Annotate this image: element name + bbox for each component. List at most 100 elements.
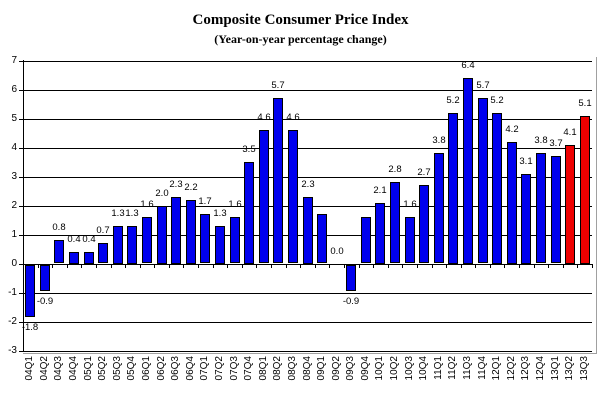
x-axis-tick bbox=[52, 264, 53, 268]
bar-value-label: 3.8 bbox=[432, 135, 446, 146]
bar-value-label: 1.6 bbox=[403, 199, 417, 210]
x-tick-label: 07Q1 bbox=[199, 356, 210, 381]
bar bbox=[492, 113, 502, 264]
x-tick-label: 08Q2 bbox=[272, 356, 283, 381]
y-tick-label: 4 bbox=[11, 142, 17, 153]
x-axis-tick bbox=[592, 264, 593, 268]
x-tick-label: 07Q2 bbox=[214, 356, 225, 381]
bar-value-label: 0.0 bbox=[330, 246, 344, 257]
x-axis-tick bbox=[577, 264, 578, 268]
bar bbox=[580, 116, 590, 264]
bar bbox=[244, 162, 254, 264]
bar bbox=[478, 98, 488, 263]
bar bbox=[521, 174, 531, 264]
bar-value-label: 5.2 bbox=[490, 95, 504, 106]
bar-value-label: 3.8 bbox=[534, 135, 548, 146]
bar-value-label: -1.8 bbox=[21, 322, 39, 333]
x-tick-label: 13Q2 bbox=[564, 356, 575, 381]
bar bbox=[419, 185, 429, 263]
bar-value-label: 0.7 bbox=[96, 225, 110, 236]
x-tick-label: 10Q4 bbox=[418, 356, 429, 381]
x-axis-tick bbox=[111, 264, 112, 268]
bar-value-label: 5.2 bbox=[446, 95, 460, 106]
x-axis-tick bbox=[417, 264, 418, 268]
bar-value-label: 2.3 bbox=[301, 179, 315, 190]
bar bbox=[69, 252, 79, 264]
x-axis-tick bbox=[490, 264, 491, 268]
bar bbox=[113, 226, 123, 264]
bar bbox=[215, 226, 225, 264]
x-axis-tick bbox=[125, 264, 126, 268]
y-axis-tick bbox=[19, 293, 23, 294]
bar bbox=[317, 214, 327, 263]
bar bbox=[54, 240, 64, 263]
x-axis-tick bbox=[563, 264, 564, 268]
bar bbox=[230, 217, 240, 263]
bar-value-label: 1.3 bbox=[125, 208, 139, 219]
x-tick-label: 07Q3 bbox=[229, 356, 240, 381]
x-axis-tick bbox=[23, 264, 24, 268]
bar-value-label: 5.1 bbox=[578, 98, 592, 109]
y-tick-label: 3 bbox=[11, 171, 17, 182]
x-tick-label: 11Q1 bbox=[433, 356, 444, 380]
bar bbox=[536, 153, 546, 263]
bar bbox=[186, 200, 196, 264]
x-tick-label: 12Q1 bbox=[491, 356, 502, 381]
x-axis-tick bbox=[373, 264, 374, 268]
bar bbox=[361, 217, 371, 263]
bar-value-label: -0.9 bbox=[36, 296, 54, 307]
bar-value-label: 2.8 bbox=[388, 164, 402, 175]
bar-value-label: 6.4 bbox=[461, 60, 475, 71]
x-tick-label: 11Q2 bbox=[447, 356, 458, 380]
gridline bbox=[23, 61, 592, 62]
gridline bbox=[23, 177, 592, 178]
x-tick-label: 06Q4 bbox=[185, 356, 196, 381]
x-axis-tick bbox=[300, 264, 301, 268]
bar-value-label: 4.2 bbox=[505, 124, 519, 135]
gridline bbox=[23, 119, 592, 120]
x-tick-label: 08Q3 bbox=[287, 356, 298, 381]
x-tick-label: 12Q4 bbox=[535, 356, 546, 381]
y-axis-tick bbox=[19, 322, 23, 323]
bar bbox=[127, 226, 137, 264]
bar bbox=[434, 153, 444, 263]
bar-value-label: -0.9 bbox=[342, 296, 360, 307]
y-axis-tick bbox=[19, 148, 23, 149]
x-axis-tick bbox=[271, 264, 272, 268]
x-tick-label: 12Q2 bbox=[506, 356, 517, 381]
x-axis-tick bbox=[227, 264, 228, 268]
bar bbox=[303, 197, 313, 264]
y-tick-label: 6 bbox=[11, 84, 17, 95]
x-tick-label: 04Q2 bbox=[39, 356, 50, 381]
gridline bbox=[23, 293, 592, 294]
x-axis-tick bbox=[140, 264, 141, 268]
bar bbox=[273, 98, 283, 263]
bar bbox=[40, 265, 50, 291]
x-axis-tick bbox=[198, 264, 199, 268]
bar bbox=[171, 197, 181, 264]
y-axis-tick bbox=[19, 351, 23, 352]
bar-value-label: 0.4 bbox=[67, 234, 81, 245]
x-tick-label: 06Q1 bbox=[141, 356, 152, 381]
x-tick-label: 04Q1 bbox=[24, 356, 35, 381]
bar bbox=[157, 206, 167, 264]
x-tick-label: 12Q3 bbox=[520, 356, 531, 381]
x-tick-label: 13Q3 bbox=[579, 356, 590, 381]
x-axis-tick bbox=[548, 264, 549, 268]
x-tick-label: 05Q3 bbox=[112, 356, 123, 381]
x-tick-label: 10Q2 bbox=[389, 356, 400, 381]
bar bbox=[565, 145, 575, 264]
bar-value-label: 1.6 bbox=[140, 199, 154, 210]
bar-value-label: 4.6 bbox=[286, 112, 300, 123]
bar-value-label: 5.7 bbox=[476, 80, 490, 91]
x-tick-label: 04Q3 bbox=[53, 356, 64, 381]
x-tick-label: 05Q4 bbox=[126, 356, 137, 381]
x-axis-tick bbox=[256, 264, 257, 268]
bar-value-label: 4.1 bbox=[563, 127, 577, 138]
y-tick-label: 5 bbox=[11, 113, 17, 124]
x-axis-tick bbox=[38, 264, 39, 268]
chart-border-right bbox=[596, 57, 597, 353]
y-axis-line bbox=[23, 60, 24, 351]
y-tick-label: 1 bbox=[11, 229, 17, 240]
